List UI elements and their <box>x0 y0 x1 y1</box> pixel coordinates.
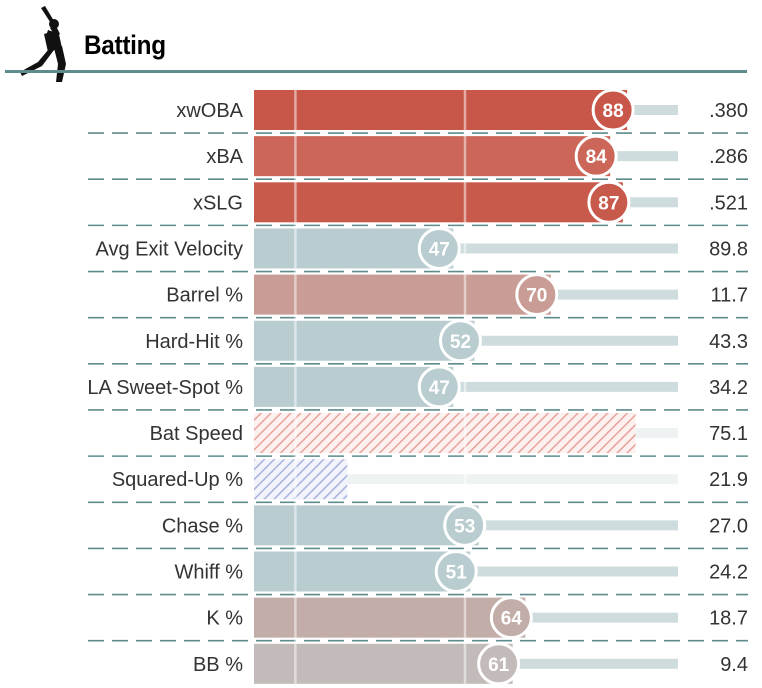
category-label: xSLG <box>193 192 243 214</box>
percentile-label: 53 <box>454 516 475 537</box>
bar <box>254 643 513 684</box>
percentile-label: 87 <box>598 193 619 214</box>
track <box>635 428 678 439</box>
bar <box>254 320 475 361</box>
stat-value: .286 <box>709 146 748 168</box>
stat-value: 21.9 <box>709 469 748 491</box>
category-label: Hard-Hit % <box>145 331 243 353</box>
percentile-label: 70 <box>526 286 547 307</box>
bar <box>254 274 551 315</box>
stat-value: 43.3 <box>709 331 748 353</box>
track <box>453 381 678 392</box>
bar <box>254 505 479 546</box>
percentile-label: 61 <box>488 655 510 676</box>
percentile-label: 52 <box>450 332 471 353</box>
percentile-marker <box>574 134 618 178</box>
category-label: Bat Speed <box>150 423 243 445</box>
track <box>622 197 678 208</box>
bar <box>254 413 636 454</box>
stat-value: 9.4 <box>720 654 748 676</box>
category-label: BB % <box>193 654 243 676</box>
category-label: Squared-Up % <box>112 469 243 491</box>
header-rule <box>5 70 747 73</box>
category-label: Avg Exit Velocity <box>96 238 243 260</box>
stat-value: 18.7 <box>709 608 748 630</box>
category-label: Whiff % <box>174 562 243 584</box>
percentile-marker <box>443 503 487 547</box>
stat-value: .521 <box>709 192 748 214</box>
category-label: LA Sweet-Spot % <box>87 377 243 399</box>
track <box>474 335 678 346</box>
percentile-marker <box>477 642 521 686</box>
percentile-marker <box>434 550 478 593</box>
bar <box>254 90 628 130</box>
stat-value: 75.1 <box>709 423 748 445</box>
track <box>610 151 678 162</box>
percentile-marker <box>587 180 631 224</box>
percentile-label: 51 <box>446 563 468 584</box>
track <box>627 105 678 115</box>
category-label: Chase % <box>162 515 243 537</box>
category-label: Barrel % <box>166 285 243 307</box>
bar <box>254 459 348 500</box>
percentile-label: 47 <box>429 378 450 399</box>
percentile-marker <box>515 273 559 317</box>
percentile-label: 88 <box>603 101 624 122</box>
track <box>453 243 678 254</box>
bar <box>254 597 526 638</box>
stat-value: 11.7 <box>711 285 748 307</box>
track <box>478 520 678 531</box>
track <box>512 658 678 669</box>
percentile-marker <box>438 319 482 363</box>
category-label: xBA <box>206 146 243 168</box>
stat-value: 34.2 <box>709 377 748 399</box>
stat-value: 89.8 <box>709 238 748 260</box>
stat-value: .380 <box>709 100 748 122</box>
bar <box>254 551 471 592</box>
category-label: K % <box>206 608 243 630</box>
percentile-label: 47 <box>429 239 450 260</box>
percentile-marker <box>417 365 461 409</box>
category-label: xwOBA <box>176 100 243 122</box>
track <box>347 474 678 485</box>
section-title: Batting <box>84 30 166 60</box>
percentile-marker <box>489 596 533 640</box>
percentile-label: 64 <box>501 609 523 630</box>
bar <box>254 136 611 177</box>
percentile-marker <box>417 226 461 270</box>
baseball-batter-icon <box>20 6 66 82</box>
track <box>550 289 678 300</box>
track <box>470 566 678 577</box>
percentile-marker <box>591 88 635 132</box>
stat-value: 24.2 <box>709 562 748 584</box>
stat-value: 27.0 <box>709 515 748 537</box>
track <box>525 612 678 623</box>
section-header: Batting <box>0 0 762 82</box>
percentile-label: 84 <box>586 147 608 168</box>
bar <box>254 182 623 223</box>
